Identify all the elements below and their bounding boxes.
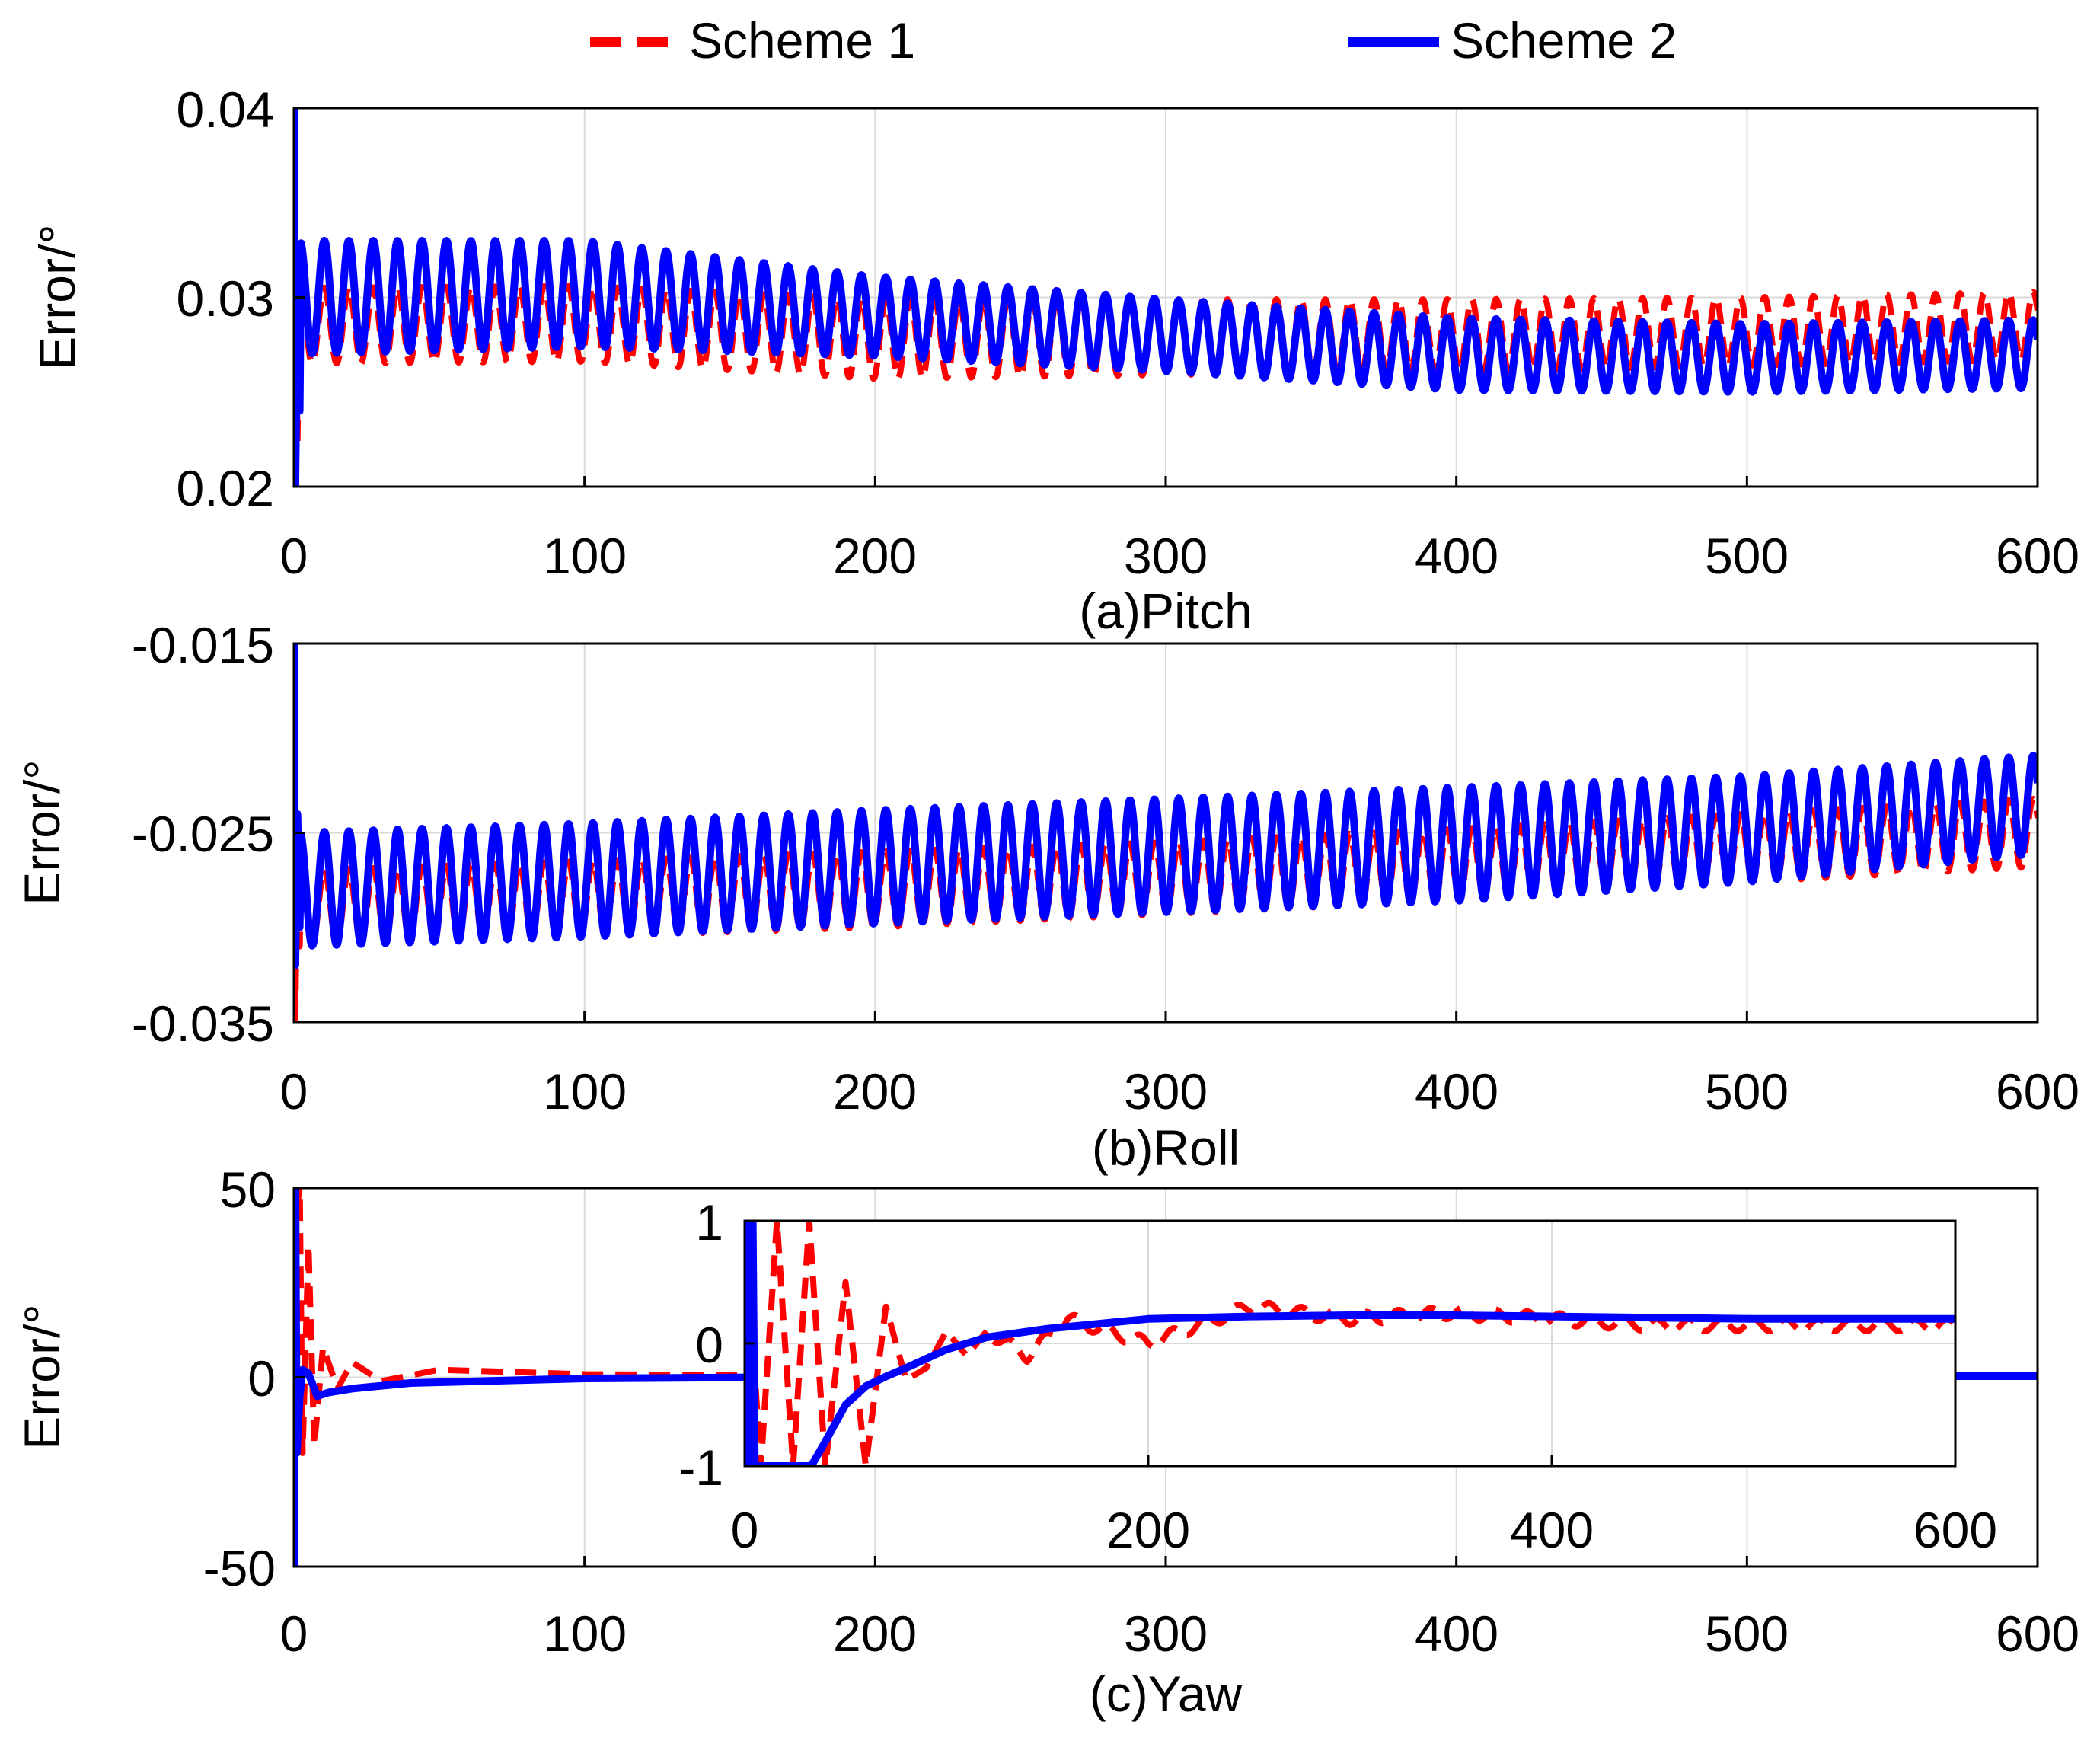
roll-panel-title: (b)Roll <box>1092 1120 1240 1176</box>
roll-y-tick-labels: -0.015 -0.025 -0.035 <box>132 617 274 1052</box>
x-tick-label: 600 <box>1996 528 2079 584</box>
x-tick-label: 400 <box>1415 528 1498 584</box>
legend-scheme2-label: Scheme 2 <box>1451 12 1677 69</box>
legend-scheme1-label: Scheme 1 <box>689 12 915 69</box>
y-tick-label: 0.02 <box>177 460 274 516</box>
x-tick-label: 400 <box>1415 1063 1498 1120</box>
x-tick-label: 300 <box>1124 1605 1208 1662</box>
x-tick-label: 500 <box>1705 528 1789 584</box>
y-tick-label: 0.04 <box>177 81 274 138</box>
yaw-panel-title: (c)Yaw <box>1090 1666 1243 1722</box>
pitch-plot-area <box>294 108 2038 487</box>
inset-tick-marks <box>743 1219 1957 1468</box>
x-tick-label: 0 <box>280 1605 308 1662</box>
roll-x-tick-labels: 0 100 200 300 400 500 600 <box>280 1063 2079 1120</box>
y-tick-label: 1 <box>695 1194 723 1251</box>
x-tick-label: 600 <box>1996 1063 2079 1120</box>
x-tick-label: 200 <box>833 1605 917 1662</box>
x-tick-label: 500 <box>1705 1063 1789 1120</box>
yaw-inset: 0 200 400 600 1 0 -1 <box>678 1194 1997 1558</box>
y-tick-label: -0.025 <box>132 806 274 862</box>
y-tick-label: -0.015 <box>132 617 274 673</box>
roll-plot-area <box>294 644 2038 1022</box>
x-tick-label: 100 <box>543 1063 627 1120</box>
pitch-grid <box>294 108 2038 487</box>
y-tick-label: 50 <box>220 1161 276 1218</box>
roll-tick-marks <box>292 642 2039 1024</box>
y-tick-label: 0.03 <box>177 270 274 327</box>
yaw-y-tick-labels: 50 0 -50 <box>203 1161 276 1596</box>
x-tick-label: 0 <box>731 1502 759 1558</box>
x-tick-label: 100 <box>543 528 627 584</box>
yaw-tick-marks <box>292 1187 2039 1568</box>
x-tick-label: 500 <box>1705 1605 1789 1662</box>
y-tick-label: -0.035 <box>132 995 274 1052</box>
x-tick-label: 0 <box>280 528 308 584</box>
x-tick-label: 300 <box>1124 528 1208 584</box>
panel-yaw: 0 100 200 300 400 500 600 50 0 -50 Error… <box>14 1161 2079 1722</box>
inset-plot-area <box>745 1221 1955 1466</box>
pitch-y-tick-labels: 0.04 0.03 0.02 <box>177 81 274 516</box>
y-tick-label: 0 <box>247 1350 276 1407</box>
panel-pitch: 0 100 200 300 400 500 600 0.04 0.03 0.02… <box>29 81 2079 639</box>
pitch-panel-title: (a)Pitch <box>1079 583 1252 639</box>
x-tick-label: 400 <box>1415 1605 1498 1662</box>
x-tick-label: 200 <box>1106 1502 1190 1558</box>
x-tick-label: 600 <box>1996 1605 2079 1662</box>
legend: Scheme 1 Scheme 2 <box>590 12 1677 69</box>
x-tick-label: 100 <box>543 1605 627 1662</box>
y-tick-label: 0 <box>695 1317 723 1373</box>
yaw-y-axis-label: Error/° <box>14 1304 70 1449</box>
roll-grid <box>294 644 2038 1022</box>
roll-y-axis-label: Error/° <box>14 759 70 905</box>
yaw-x-tick-labels: 0 100 200 300 400 500 600 <box>280 1605 2079 1662</box>
x-tick-label: 200 <box>833 1063 917 1120</box>
x-tick-label: 400 <box>1510 1502 1594 1558</box>
inset-scheme1-line <box>745 1221 1955 1466</box>
inset-scheme2-line <box>745 1221 1955 1466</box>
roll-scheme2-line <box>294 644 2038 969</box>
x-tick-label: 0 <box>280 1063 308 1120</box>
inset-y-tick-labels: 1 0 -1 <box>678 1194 723 1496</box>
x-tick-label: 300 <box>1124 1063 1208 1120</box>
pitch-y-axis-label: Error/° <box>29 224 85 369</box>
pitch-scheme2-line <box>294 108 2038 487</box>
pitch-tick-marks <box>292 107 2039 488</box>
panel-roll: 0 100 200 300 400 500 600 -0.015 -0.025 … <box>14 617 2079 1176</box>
y-tick-label: -1 <box>678 1439 723 1496</box>
y-tick-label: -50 <box>203 1540 276 1596</box>
inset-x-tick-labels: 0 200 400 600 <box>731 1502 1997 1558</box>
x-tick-label: 600 <box>1913 1502 1997 1558</box>
x-tick-label: 200 <box>833 528 917 584</box>
pitch-x-tick-labels: 0 100 200 300 400 500 600 <box>280 528 2079 584</box>
